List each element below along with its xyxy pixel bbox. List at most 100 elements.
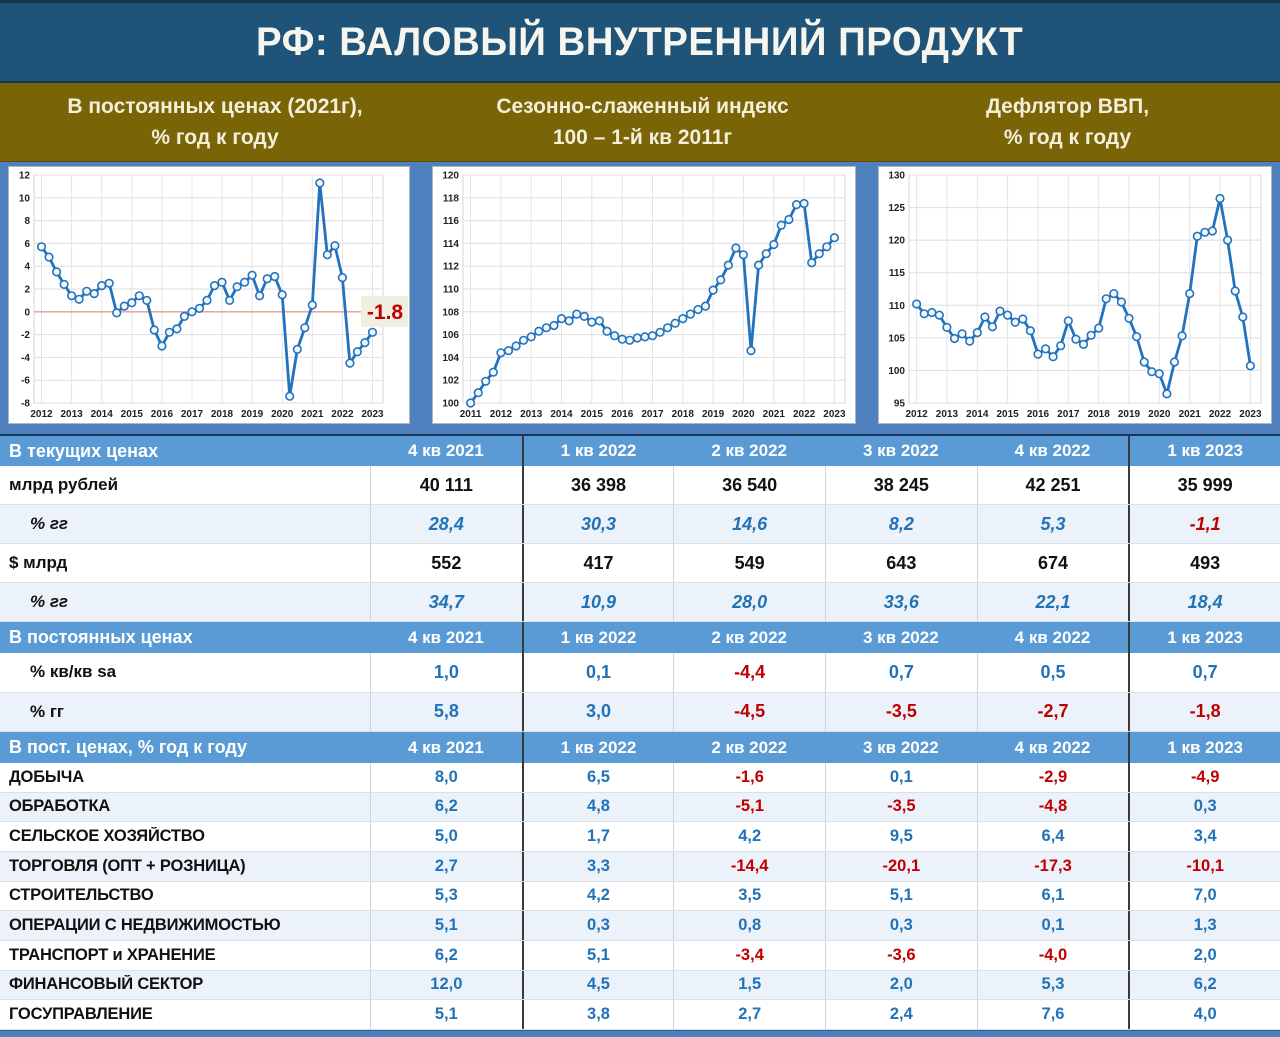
svg-text:2011: 2011 bbox=[460, 409, 482, 420]
value-cell: -4,4 bbox=[673, 653, 825, 692]
value-cell: -17,3 bbox=[976, 851, 1129, 881]
svg-text:2022: 2022 bbox=[1209, 409, 1232, 420]
svg-text:2023: 2023 bbox=[361, 409, 384, 420]
value-cell: 5,1 bbox=[825, 881, 977, 911]
svg-text:2020: 2020 bbox=[271, 409, 294, 420]
value-cell: 0,7 bbox=[1128, 653, 1280, 692]
sa-index-chart: 100 102 104 106 108 110 112 114 116 118 120 2011 201… bbox=[442, 171, 846, 421]
svg-text:2019: 2019 bbox=[241, 409, 264, 420]
value-cell: 30,3 bbox=[521, 505, 674, 543]
table-row: % гг 28,4 30,3 14,6 8,2 5,3 -1,1 bbox=[0, 505, 1280, 544]
section-header-label: В текущих ценах bbox=[9, 440, 159, 461]
value-cell: 549 bbox=[673, 544, 825, 582]
row-label: % кв/кв sa bbox=[30, 662, 117, 682]
svg-text:2021: 2021 bbox=[301, 409, 324, 420]
svg-text:2017: 2017 bbox=[641, 409, 664, 420]
value-cell: 1,3 bbox=[1128, 911, 1280, 940]
svg-text:2015: 2015 bbox=[996, 409, 1019, 420]
value-cell: -1,6 bbox=[673, 763, 825, 792]
svg-text:12: 12 bbox=[19, 171, 31, 182]
table-row: ТОРГОВЛЯ (ОПТ + РОЗНИЦА) 2,7 3,3 -14,4 -20,1… bbox=[0, 851, 1280, 882]
gdp-data-table: В текущих ценах 4 кв 2021 1 кв 2022 2 кв 20… bbox=[0, 436, 1280, 1030]
chart3-header-line1: Дефлятор ВВП, bbox=[985, 95, 1150, 118]
svg-text:2020: 2020 bbox=[1148, 409, 1171, 420]
value-cell: 7,6 bbox=[976, 1000, 1129, 1029]
value-cell: 417 bbox=[521, 544, 674, 582]
value-cell: 8,2 bbox=[825, 505, 977, 543]
value-cell: -3,4 bbox=[673, 940, 825, 970]
value-cell: 36 398 bbox=[521, 466, 674, 504]
value-cell: -10,1 bbox=[1128, 851, 1280, 881]
quarter-header: 4 кв 2022 bbox=[1014, 737, 1091, 757]
value-cell: 5,1 bbox=[521, 940, 674, 970]
svg-text:2021: 2021 bbox=[763, 409, 786, 420]
quarter-header: 2 кв 2022 bbox=[711, 441, 787, 460]
chart2-header: Сезонно-слаженный индекс 100 – 1-й кв 20… bbox=[430, 83, 855, 161]
value-cell: 0,3 bbox=[521, 911, 674, 940]
value-cell: 3,5 bbox=[673, 881, 825, 911]
row-label: ТРАНСПОРТ и ХРАНЕНИЕ bbox=[9, 945, 216, 964]
svg-text:2015: 2015 bbox=[581, 409, 604, 420]
value-cell: 4,5 bbox=[521, 970, 674, 1000]
gdp-growth-chart: -8 -6 -4 -2 0 2 4 6 8 10 12 2012 2013 2014 2015 2016 201… bbox=[19, 171, 408, 420]
value-cell: 6,1 bbox=[976, 881, 1129, 911]
value-cell: 1,5 bbox=[673, 970, 825, 1000]
svg-text:2012: 2012 bbox=[30, 409, 53, 420]
quarter-header: 3 кв 2022 bbox=[862, 737, 939, 757]
value-cell: 7,0 bbox=[1128, 881, 1280, 911]
svg-text:2023: 2023 bbox=[1239, 409, 1262, 420]
deflator-chart: 95 100 105 110 115 120 125 130 2012 2013 2014 2015 2… bbox=[888, 171, 1262, 421]
value-cell: 4,8 bbox=[521, 792, 674, 822]
svg-text:2014: 2014 bbox=[91, 409, 114, 420]
value-cell: 0,1 bbox=[976, 911, 1129, 940]
page-title: РФ: ВАЛОВЫЙ ВНУТРЕННИЙ ПРОДУКТ bbox=[256, 19, 1024, 64]
quarter-header: 2 кв 2022 bbox=[711, 627, 787, 647]
quarter-header: 4 кв 2021 bbox=[407, 441, 484, 460]
value-cell: 493 bbox=[1128, 544, 1280, 582]
value-cell: 38 245 bbox=[825, 466, 977, 504]
value-cell: -1,1 bbox=[1128, 505, 1280, 543]
svg-text:2018: 2018 bbox=[672, 409, 695, 420]
section-header-row: В пост. ценах, % год к году 4 кв 2021 1 кв… bbox=[0, 732, 1280, 763]
value-cell: 2,7 bbox=[370, 851, 522, 881]
value-cell: 0,5 bbox=[976, 653, 1129, 692]
quarter-header: 1 кв 2023 bbox=[1128, 622, 1280, 653]
value-cell: 1,7 bbox=[521, 822, 674, 851]
value-cell: 4,2 bbox=[673, 822, 825, 851]
table-row: СТРОИТЕЛЬСТВО 5,3 4,2 3,5 5,1 6,1 7,0 bbox=[0, 881, 1280, 912]
svg-text:2015: 2015 bbox=[121, 409, 144, 420]
quarter-header: 4 кв 2022 bbox=[1014, 627, 1091, 647]
chart2-header-line1: Сезонно-слаженный индекс bbox=[496, 95, 789, 118]
value-cell: 643 bbox=[825, 544, 977, 582]
row-label: млрд рублей bbox=[9, 475, 119, 494]
quarter-header: 1 кв 2022 bbox=[521, 436, 674, 466]
svg-text:-8: -8 bbox=[21, 399, 30, 410]
table-row: СЕЛЬСКОЕ ХОЗЯЙСТВО 5,0 1,7 4,2 9,5 6,4 3,4 bbox=[0, 822, 1280, 852]
value-cell: 3,0 bbox=[521, 692, 674, 731]
svg-text:100: 100 bbox=[442, 399, 459, 410]
value-cell: 552 bbox=[370, 544, 522, 582]
svg-text:2016: 2016 bbox=[611, 409, 634, 420]
value-cell: 4,0 bbox=[1128, 1000, 1280, 1029]
chart3-header-line2: % год к году bbox=[1003, 126, 1132, 149]
value-cell: -3,5 bbox=[825, 692, 977, 731]
value-cell: 40 111 bbox=[370, 466, 522, 504]
svg-text:2016: 2016 bbox=[151, 409, 174, 420]
value-cell: 0,7 bbox=[825, 653, 977, 692]
title-band: РФ: ВАЛОВЫЙ ВНУТРЕННИЙ ПРОДУКТ bbox=[0, 0, 1280, 83]
gdp-growth-chart-panel: -8 -6 -4 -2 0 2 4 6 8 10 12 2012 2013 2014 2015 2016 201… bbox=[8, 166, 410, 424]
table-row: ТРАНСПОРТ и ХРАНЕНИЕ 6,2 5,1 -3,4 -3,6 -4,0 2,… bbox=[0, 940, 1280, 971]
svg-text:-6: -6 bbox=[21, 376, 30, 387]
value-cell: 34,7 bbox=[370, 583, 522, 621]
value-cell: 10,9 bbox=[521, 583, 674, 621]
sa-index-chart-panel: 100 102 104 106 108 110 112 114 116 118 120 2011 201… bbox=[432, 166, 856, 424]
svg-text:2013: 2013 bbox=[520, 409, 543, 420]
value-cell: 33,6 bbox=[825, 583, 977, 621]
svg-text:-1.8: -1.8 bbox=[367, 301, 404, 324]
chart1-header: В постоянных ценах (2021г), % год к году bbox=[0, 83, 430, 161]
value-cell: 5,3 bbox=[370, 881, 522, 911]
bottom-accent-bar bbox=[0, 1029, 1280, 1037]
svg-text:2018: 2018 bbox=[211, 409, 234, 420]
section-header-row: В постоянных ценах 4 кв 2021 1 кв 2022 2 кв… bbox=[0, 622, 1280, 653]
svg-text:108: 108 bbox=[442, 307, 459, 318]
